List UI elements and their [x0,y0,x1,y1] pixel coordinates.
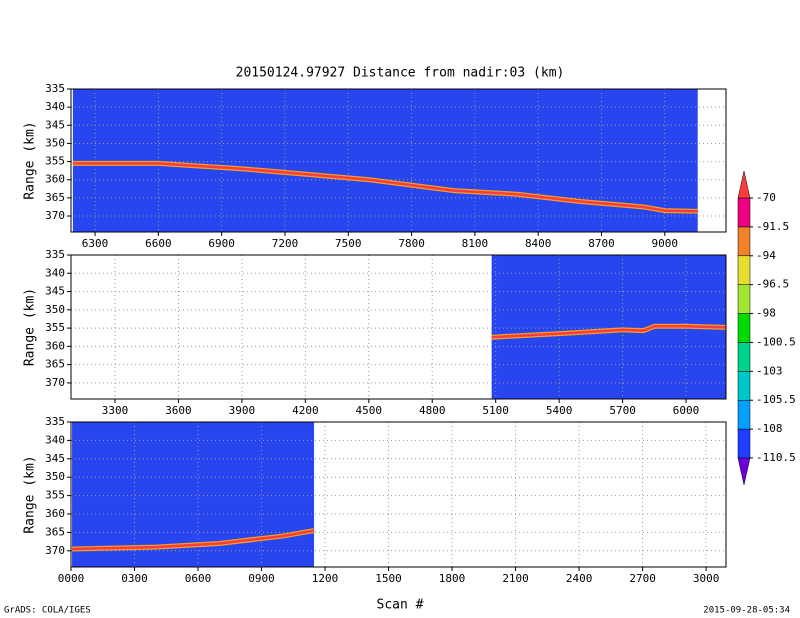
y-tick-label: 370 [45,209,65,222]
y-tick-label: 345 [45,452,65,465]
colorbar-swatch [737,255,751,285]
plot-frame [70,421,727,568]
x-tick-label: 6300 [82,237,109,250]
colorbar-swatch [737,428,751,459]
y-tick-label: 355 [45,321,65,334]
surface-line [72,162,698,213]
colorbar-swatch [737,170,751,199]
x-tick-label: 2700 [629,572,656,585]
x-tick-label: 5700 [609,404,636,417]
y-tick-label: 345 [45,285,65,298]
x-tick-label: 3900 [229,404,256,417]
chart-title: 20150124.97927 Distance from nadir:03 (k… [236,66,565,81]
x-tick-label: 1800 [439,572,466,585]
y-axis-label: Range (km) [23,455,38,533]
x-tick-label: 4500 [356,404,383,417]
x-tick-label: 6000 [673,404,700,417]
x-tick-label: 1200 [312,572,339,585]
colorbar-label: -91.5 [756,220,789,233]
x-tick-label: 8100 [462,237,489,250]
y-tick-label: 365 [45,358,65,371]
plot-frame [70,88,727,233]
x-tick-label: 2100 [502,572,529,585]
colorbar-label: -70 [756,191,776,204]
x-tick-label: 4800 [419,404,446,417]
x-tick-label: 5100 [482,404,509,417]
surface-line [72,529,315,551]
y-tick-label: 355 [45,155,65,168]
colorbar-label: -96.5 [756,278,789,291]
colorbar-swatch [737,313,751,343]
x-axis-label: Scan # [377,598,424,613]
y-tick-label: 350 [45,136,65,149]
y-tick-label: 335 [45,82,65,95]
x-tick-label: 3600 [165,404,192,417]
x-tick-label: 3300 [102,404,129,417]
x-tick-label: 1500 [375,572,402,585]
x-tick-label: 7500 [335,237,362,250]
x-tick-label: 0000 [58,572,85,585]
y-tick-label: 365 [45,191,65,204]
colorbar-swatch [737,197,751,228]
y-tick-label: 340 [45,100,65,113]
x-tick-label: 2400 [566,572,593,585]
credit: GrADS: COLA/IGES [4,606,91,616]
plot-frame [70,254,727,400]
y-tick-label: 340 [45,433,65,446]
colorbar-label: -98 [756,307,776,320]
colorbar-label: -110.5 [756,451,796,464]
y-tick-label: 370 [45,376,65,389]
colorbar-label: -94 [756,249,776,262]
colorbar-label: -103 [756,364,783,377]
x-tick-label: 4200 [292,404,319,417]
y-tick-label: 360 [45,339,65,352]
x-tick-label: 0600 [185,572,212,585]
y-tick-label: 360 [45,507,65,520]
y-tick-label: 340 [45,266,65,279]
y-tick-label: 370 [45,544,65,557]
colorbar-swatch [737,342,751,372]
colorbar-swatch [737,371,751,401]
colorbar-label: -105.5 [756,393,796,406]
y-tick-label: 335 [45,248,65,261]
x-tick-label: 7200 [272,237,299,250]
y-tick-label: 335 [45,415,65,428]
x-tick-label: 6900 [208,237,235,250]
data-field [72,89,698,232]
x-tick-label: 8700 [588,237,615,250]
colorbar-swatch [737,284,751,314]
x-tick-label: 0900 [248,572,275,585]
y-tick-label: 350 [45,470,65,483]
x-tick-label: 3000 [693,572,720,585]
surface-line [491,325,727,339]
y-axis-label: Range (km) [23,288,38,366]
x-tick-label: 8400 [525,237,552,250]
colorbar-label: -108 [756,422,783,435]
y-tick-label: 365 [45,525,65,538]
y-tick-label: 355 [45,489,65,502]
y-tick-label: 345 [45,118,65,131]
x-tick-label: 9000 [652,237,679,250]
colorbar-swatch [737,226,751,257]
timestamp: 2015-09-28-05:34 [703,606,790,616]
colorbar-label: -100.5 [756,335,796,348]
y-tick-label: 350 [45,303,65,316]
x-tick-label: 5400 [546,404,573,417]
y-axis-label: Range (km) [23,121,38,199]
y-tick-label: 360 [45,173,65,186]
x-tick-label: 7800 [398,237,425,250]
x-tick-label: 0300 [121,572,148,585]
colorbar-swatch [737,457,751,486]
x-tick-label: 6600 [145,237,172,250]
colorbar-swatch [737,399,751,430]
